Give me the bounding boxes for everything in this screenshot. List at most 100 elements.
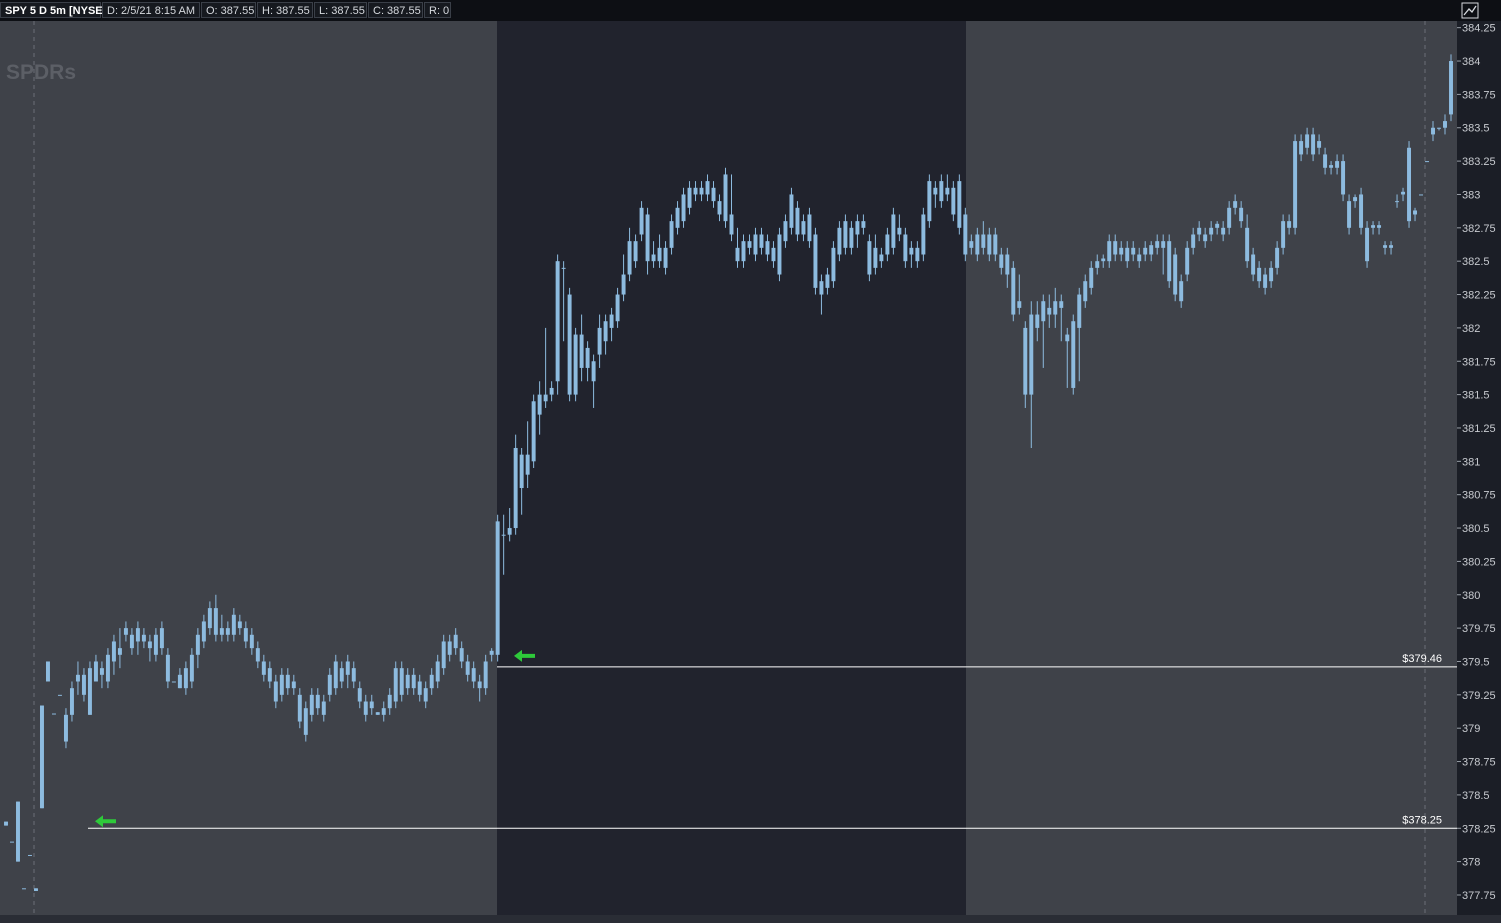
- candle-body: [1239, 207, 1244, 222]
- price-tick-label: 379: [1462, 723, 1480, 735]
- price-tick-label: 380.25: [1462, 556, 1496, 568]
- candle-body: [645, 214, 650, 262]
- price-tick-label: 380.5: [1462, 523, 1490, 535]
- candle-body: [1353, 197, 1358, 202]
- candle-body: [1419, 194, 1423, 196]
- candle-body: [111, 641, 116, 662]
- candle-body: [34, 888, 38, 891]
- candle-body: [10, 841, 14, 843]
- candle-body: [537, 394, 542, 415]
- candle-body: [681, 194, 686, 222]
- candle-body: [951, 187, 956, 215]
- candle-body: [591, 361, 596, 382]
- candle-body: [291, 681, 296, 689]
- candle-body: [333, 661, 338, 689]
- candle-body: [117, 648, 122, 655]
- candle-body: [375, 712, 380, 715]
- candle-body: [237, 621, 242, 629]
- candle-body: [627, 241, 632, 275]
- candle-body: [423, 688, 428, 702]
- candle-body: [807, 214, 812, 242]
- candle-body: [747, 241, 752, 248]
- candles-group: [4, 54, 1453, 891]
- candle-body: [273, 681, 278, 702]
- candle-body: [465, 661, 470, 675]
- candle-body: [801, 221, 806, 235]
- candle-body: [567, 294, 572, 395]
- candle-body: [1311, 134, 1316, 155]
- candle-body: [213, 608, 218, 635]
- candle-body: [1203, 234, 1208, 242]
- price-level-label: $379.46: [1402, 653, 1442, 665]
- candle-body: [735, 247, 740, 262]
- candle-body: [39, 705, 44, 809]
- candle-body: [381, 708, 386, 715]
- candle-body: [28, 854, 32, 856]
- close-label: C: 387.55: [368, 2, 423, 18]
- candle-body: [513, 447, 518, 529]
- candle-body: [897, 227, 902, 235]
- candle-body: [51, 713, 56, 715]
- candle-body: [963, 214, 968, 255]
- candle-body: [177, 674, 182, 689]
- candle-body: [825, 274, 830, 288]
- candle-body: [1383, 245, 1388, 248]
- price-tick-label: 382: [1462, 323, 1480, 335]
- candle-body: [999, 254, 1004, 268]
- candle-body: [723, 174, 728, 222]
- symbol-label[interactable]: SPY 5 D 5m [NYSE]: [0, 2, 106, 18]
- candle-body: [519, 454, 524, 489]
- candle-body: [675, 207, 680, 228]
- candle-body: [4, 821, 8, 826]
- candle-body: [1059, 301, 1064, 308]
- price-tick-label: 379.5: [1462, 656, 1490, 668]
- candle-body: [909, 247, 914, 255]
- candle-body: [819, 281, 824, 295]
- candle-body: [549, 387, 554, 395]
- price-tick-label: 382.75: [1462, 223, 1496, 235]
- candle-body: [1209, 227, 1214, 235]
- candle-body: [957, 181, 962, 228]
- settings-icon[interactable]: [1461, 2, 1479, 19]
- price-tick-label: 383.5: [1462, 123, 1490, 135]
- candle-body: [729, 214, 734, 235]
- candle-body: [1443, 121, 1447, 128]
- candle-body: [687, 187, 692, 208]
- candle-body: [855, 221, 860, 235]
- candlestick-chart[interactable]: SPDRs $379.46 $378.25 377.75 378 378.25 378.…: [0, 21, 1501, 915]
- chart-header: SPY 5 D 5m [NYSE] D: 2/5/21 8:15 AM O: 3…: [0, 0, 1501, 22]
- candle-body: [477, 681, 482, 689]
- candle-body: [1407, 147, 1412, 222]
- price-tick-label: 382.25: [1462, 290, 1496, 302]
- candle-body: [315, 694, 320, 709]
- candle-body: [717, 201, 722, 215]
- candle-body: [435, 661, 440, 682]
- candle-body: [183, 668, 188, 689]
- candle-body: [765, 241, 770, 255]
- candle-body: [447, 641, 452, 655]
- price-tick-label: 381.5: [1462, 390, 1490, 402]
- candle-body: [933, 187, 938, 195]
- candle-body: [411, 674, 416, 689]
- candle-body: [1185, 247, 1190, 275]
- candle-body: [441, 641, 446, 669]
- candle-body: [1065, 334, 1070, 342]
- green-arrow-left-icon: [514, 649, 535, 662]
- price-axis-background: [1457, 21, 1501, 915]
- candle-body: [597, 327, 602, 355]
- green-arrow-left-icon: [95, 815, 116, 828]
- candle-body: [345, 661, 350, 675]
- candle-body: [1083, 281, 1088, 302]
- price-tick-label: 378.75: [1462, 757, 1496, 769]
- candle-body: [225, 628, 230, 635]
- candle-body: [1089, 267, 1094, 288]
- candle-body: [843, 221, 848, 248]
- candle-body: [1077, 294, 1082, 328]
- candle-body: [1137, 254, 1142, 262]
- candle-body: [81, 674, 86, 695]
- candle-body: [1257, 267, 1262, 282]
- candle-body: [1107, 241, 1112, 262]
- candle-body: [87, 668, 92, 715]
- candle-body: [1095, 261, 1100, 268]
- candle-body: [555, 261, 560, 382]
